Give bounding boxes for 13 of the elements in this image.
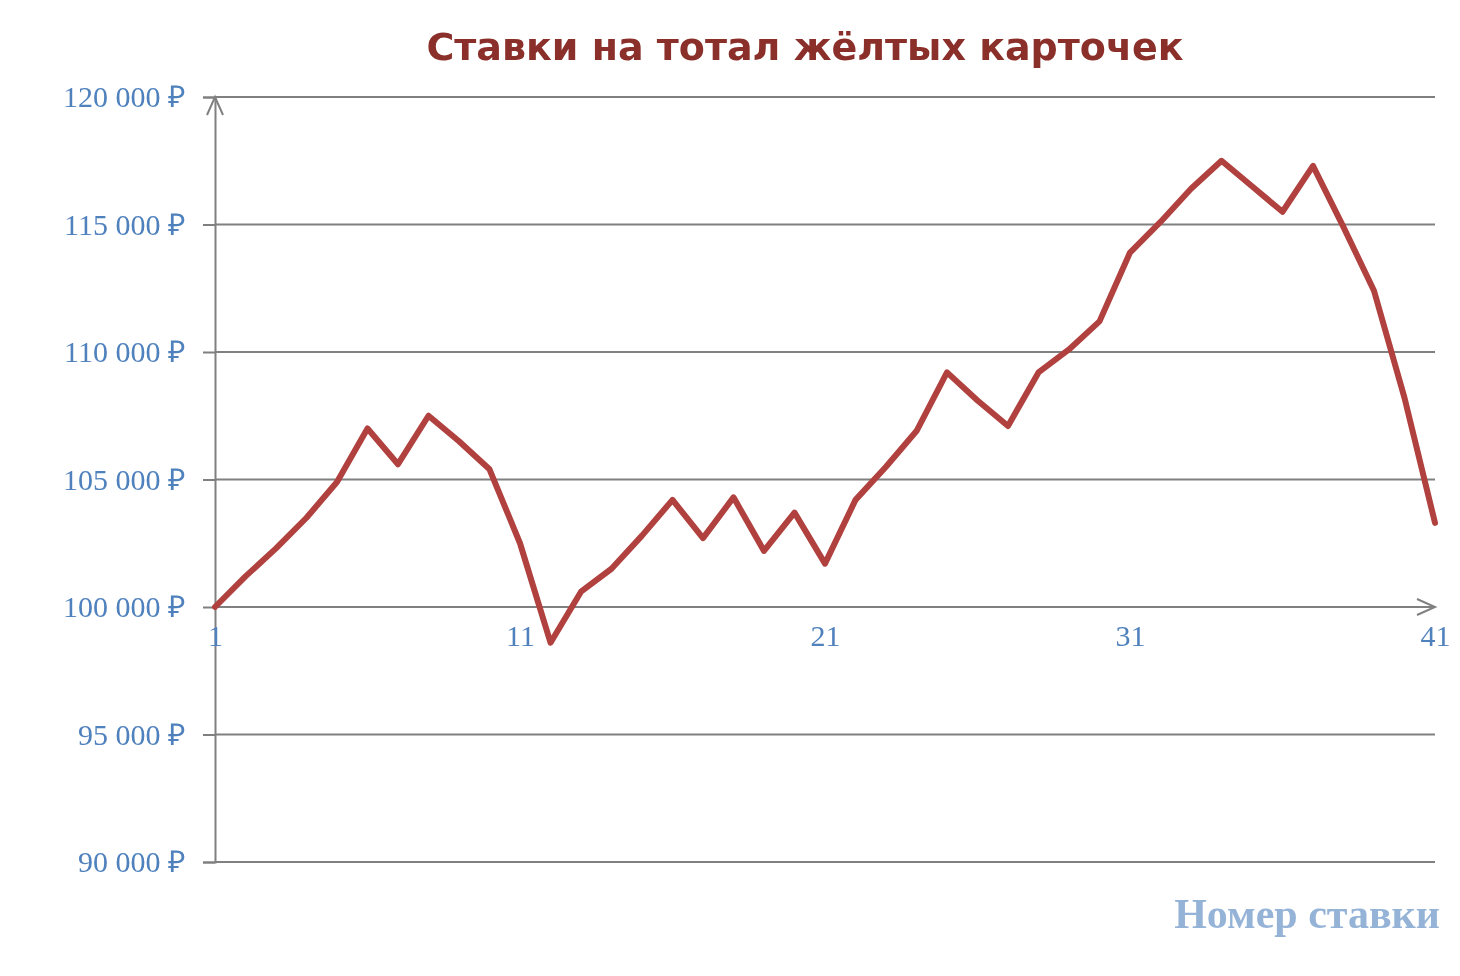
- y-tick-label: 95 000 ₽: [78, 717, 185, 751]
- chart-title: Ставки на тотал жёлтых карточек: [426, 25, 1184, 69]
- x-tick-label: 41: [1420, 619, 1451, 653]
- y-tick-label: 105 000 ₽: [63, 462, 185, 496]
- x-tick-label: 11: [506, 619, 535, 653]
- y-tick-label: 90 000 ₽: [78, 845, 185, 879]
- x-axis-title: Номер ставки: [1174, 891, 1440, 937]
- y-tick-label: 120 000 ₽: [63, 80, 185, 114]
- y-tick-label: 115 000 ₽: [64, 207, 185, 241]
- x-tick-label: 21: [810, 619, 841, 653]
- y-tick-label: 110 000 ₽: [64, 335, 185, 369]
- y-tick-label: 100 000 ₽: [63, 590, 185, 624]
- x-tick-label: 31: [1115, 619, 1146, 653]
